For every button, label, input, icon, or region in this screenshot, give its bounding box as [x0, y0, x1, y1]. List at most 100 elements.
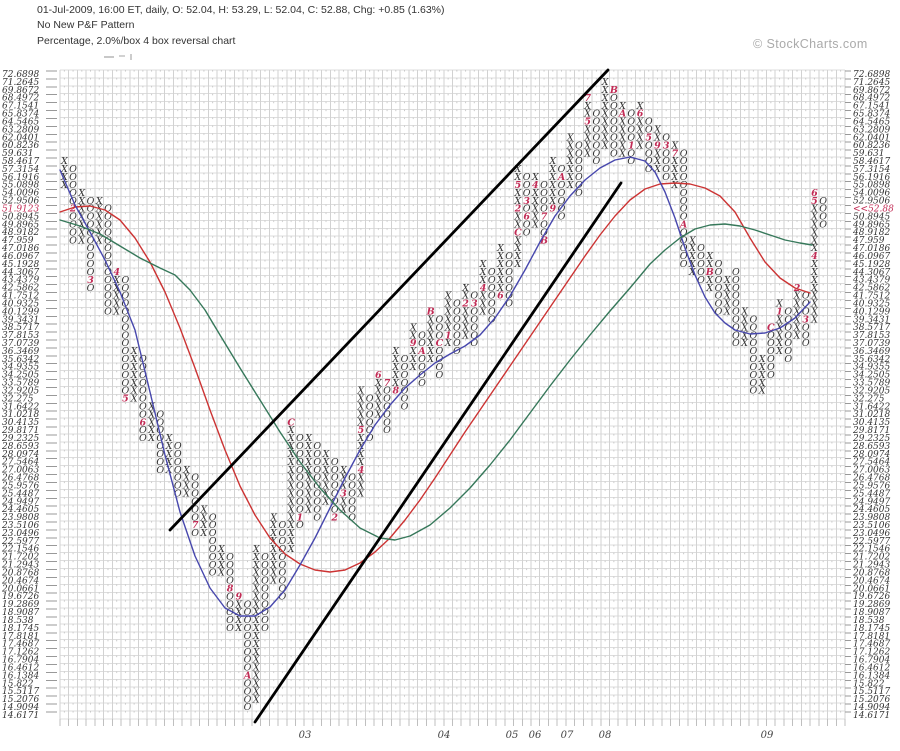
pnf-glyph: X	[391, 346, 400, 357]
pnf-glyph: X	[688, 243, 697, 254]
pnf-glyph: O	[261, 552, 269, 563]
pnf-glyph: X	[130, 354, 139, 365]
pnf-glyph: O	[261, 591, 269, 602]
pnf-glyph: O	[383, 409, 391, 420]
pnf-glyph: O	[244, 607, 252, 618]
month-marker: A	[557, 172, 565, 183]
pnf-glyph: X	[671, 172, 680, 183]
left-price-label: 24.4605	[1, 505, 39, 515]
left-price-label: 44.3067	[1, 268, 39, 278]
pnf-glyph: X	[548, 188, 557, 199]
month-marker: 4	[113, 267, 120, 278]
pnf-glyph: O	[610, 101, 618, 112]
pnf-glyph: O	[313, 449, 321, 460]
pnf-glyph: X	[810, 220, 819, 231]
month-marker: 6	[811, 188, 818, 199]
pnf-glyph: O	[418, 330, 426, 341]
right-price-label: 22.5977	[852, 537, 890, 547]
pnf-glyph: O	[750, 386, 758, 397]
left-price-label: 14.9094	[2, 703, 39, 713]
left-price-label: 49.8965	[1, 220, 39, 230]
pnf-glyph: X	[618, 148, 627, 159]
right-price-label: 19.6726	[853, 592, 890, 602]
pnf-glyph: X	[234, 607, 243, 618]
pnf-glyph: O	[802, 307, 810, 318]
left-price-label: 52.9506	[2, 197, 39, 207]
right-price-label: 37.0739	[853, 339, 890, 349]
pnf-glyph: O	[104, 283, 112, 294]
pnf-glyph: O	[296, 449, 304, 460]
pnf-glyph: X	[391, 362, 400, 373]
pnf-glyph: X	[566, 148, 575, 159]
right-price-label: 15.822	[853, 679, 885, 689]
pnf-glyph: X	[112, 299, 121, 310]
pnf-glyph: X	[636, 140, 645, 151]
pnf-glyph: O	[279, 528, 287, 539]
pnf-glyph: O	[784, 330, 792, 341]
pnf-glyph: X	[810, 307, 819, 318]
pnf-glyph: X	[723, 283, 732, 294]
pnf-glyph: O	[453, 346, 461, 357]
pnf-glyph: X	[793, 299, 802, 310]
pnf-glyph: O	[453, 338, 461, 349]
pnf-glyph: O	[87, 267, 95, 278]
pnf-glyph: O	[244, 663, 252, 674]
pnf-glyph: O	[732, 322, 740, 333]
pnf-glyph: X	[723, 291, 732, 302]
right-price-label: 22.1546	[852, 545, 890, 555]
pnf-glyph: O	[627, 117, 635, 128]
left-price-label: 17.8181	[2, 632, 39, 642]
pnf-glyph: X	[705, 251, 714, 262]
month-marker: B	[705, 267, 714, 278]
pnf-glyph: O	[697, 267, 705, 278]
pnf-glyph: O	[209, 512, 217, 523]
pnf-glyph: O	[732, 299, 740, 310]
right-price-label: 58.4617	[853, 157, 890, 167]
left-price-label: 23.0496	[1, 529, 39, 539]
right-price-label: 20.8768	[852, 568, 890, 578]
pnf-glyph: O	[296, 441, 304, 452]
pnf-glyph: O	[331, 457, 339, 468]
pnf-glyph: O	[261, 584, 269, 595]
pnf-glyph: X	[583, 140, 592, 151]
pnf-glyph: X	[357, 409, 366, 420]
pnf-glyph: X	[95, 220, 104, 231]
pnf-glyph: X	[514, 212, 523, 223]
pnf-glyph: O	[104, 291, 112, 302]
pnf-glyph: O	[226, 560, 234, 571]
pnf-glyph: O	[470, 322, 478, 333]
pnf-glyph: X	[566, 164, 575, 175]
pnf-glyph: X	[269, 544, 278, 555]
pnf-glyph: O	[156, 417, 164, 428]
pnf-glyph: O	[453, 299, 461, 310]
pnf-glyph: X	[671, 156, 680, 167]
pnf-glyph: O	[558, 204, 566, 215]
right-price-label: 27.0063	[852, 466, 890, 476]
pnf-glyph: X	[322, 473, 331, 484]
pnf-glyph: X	[252, 623, 261, 634]
left-price-label: 15.5117	[2, 687, 39, 697]
pnf-glyph: O	[313, 441, 321, 452]
pnf-glyph: O	[87, 283, 95, 294]
pnf-glyph: O	[401, 402, 409, 413]
pnf-glyph: O	[523, 220, 531, 231]
pnf-glyph: X	[287, 449, 296, 460]
left-price-label: 40.1299	[1, 307, 39, 317]
right-price-label: 27.5464	[852, 458, 890, 468]
pnf-glyph: X	[566, 156, 575, 167]
left-price-label: 34.2505	[2, 371, 39, 381]
pnf-glyph: O	[156, 449, 164, 460]
pnf-glyph: O	[87, 220, 95, 231]
pnf-glyph: O	[575, 148, 583, 159]
pnf-glyph: O	[645, 125, 653, 136]
pnf-glyph: X	[426, 338, 435, 349]
pnf-glyph: X	[531, 204, 540, 215]
pnf-glyph: X	[705, 275, 714, 286]
pnf-glyph: O	[680, 243, 688, 254]
pnf-glyph: O	[645, 164, 653, 175]
month-marker: 5	[811, 196, 818, 207]
pnf-glyph: O	[732, 275, 740, 286]
pnf-glyph: X	[374, 386, 383, 397]
pnf-glyph: O	[156, 441, 164, 452]
left-price-label: 56.1916	[2, 173, 39, 183]
